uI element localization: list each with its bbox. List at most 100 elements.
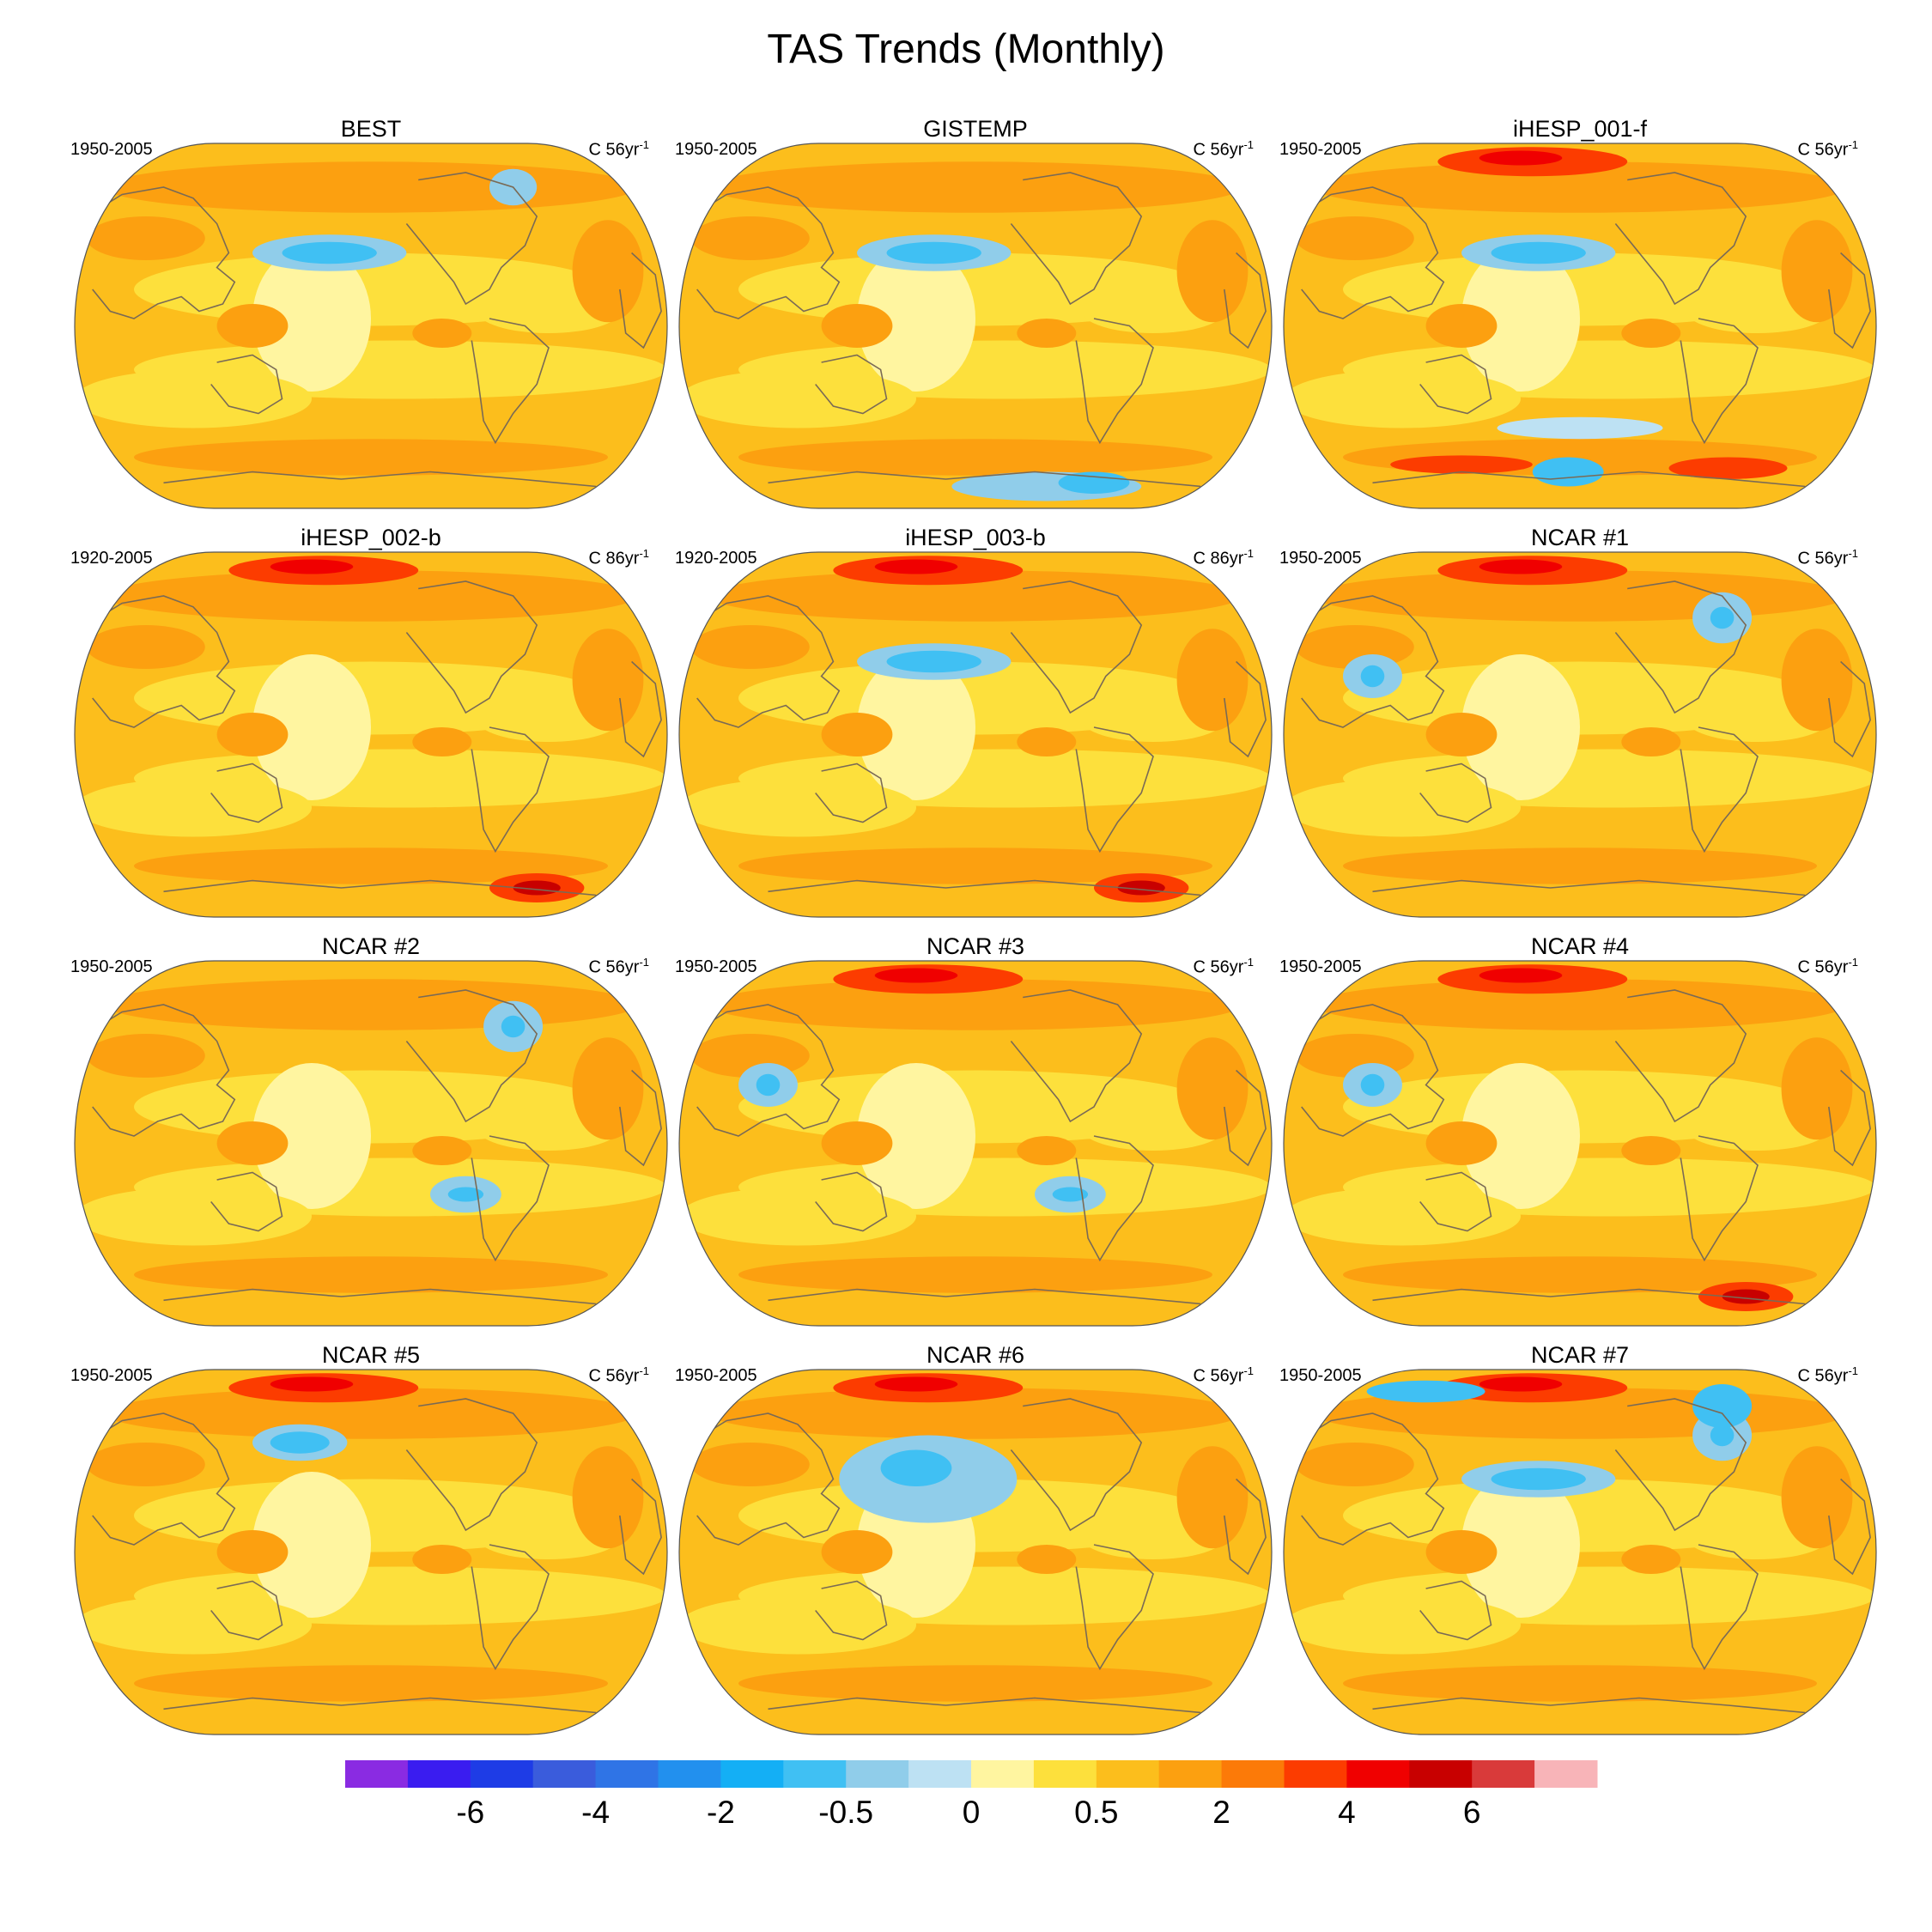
world-map: [678, 551, 1273, 918]
colorbar-tick-label: -4: [581, 1795, 611, 1830]
coastline: [1372, 1288, 1806, 1305]
trend-anomaly: [1710, 606, 1735, 629]
coastline: [163, 471, 597, 488]
trend-anomaly: [1479, 1376, 1563, 1392]
trend-band: [708, 979, 1242, 1030]
trend-band: [738, 1665, 1212, 1702]
trend-band: [1176, 629, 1249, 732]
coastline: [405, 172, 538, 306]
coastline: [1680, 318, 1759, 445]
coastline: [690, 1004, 841, 1137]
panel-units: C 86yr-1: [1193, 547, 1254, 568]
trend-band: [1425, 304, 1498, 348]
panel-units: C 56yr-1: [1797, 1364, 1858, 1386]
coastline: [1419, 762, 1492, 823]
trend-band: [690, 216, 810, 260]
coastline: [471, 318, 550, 445]
coastline: [210, 354, 283, 415]
colorbar-frame: [345, 1760, 1597, 1788]
world-map: [1283, 143, 1877, 509]
trend-band: [690, 625, 810, 669]
trend-band: [1461, 654, 1580, 800]
trend-band: [1017, 319, 1077, 348]
trend-band: [86, 216, 205, 260]
trend-anomaly: [1366, 1380, 1485, 1403]
trend-band: [412, 1545, 472, 1574]
trend-band: [708, 570, 1242, 622]
trend-band: [1461, 1472, 1580, 1618]
map-border: [678, 143, 1273, 509]
trend-band: [572, 220, 644, 323]
panel-units: C 56yr-1: [1797, 138, 1858, 160]
colorbar-tick-label: 0: [962, 1795, 981, 1830]
coastline: [1295, 186, 1445, 319]
trend-band: [216, 1121, 289, 1165]
coastline: [1224, 660, 1267, 758]
trend-band: [1461, 1063, 1580, 1209]
coastline: [1075, 318, 1154, 445]
coastline: [1010, 1398, 1143, 1532]
world-map: [678, 143, 1273, 509]
trend-band: [216, 713, 289, 756]
coastline: [405, 580, 538, 714]
trend-band: [104, 1388, 638, 1439]
colorbar-box: [1409, 1760, 1473, 1788]
coastline: [1828, 1478, 1871, 1576]
trend-band: [1425, 1121, 1498, 1165]
coastline: [1075, 1544, 1154, 1671]
trend-band: [738, 1256, 1212, 1293]
colorbar-box: [846, 1760, 909, 1788]
trend-band: [708, 161, 1242, 213]
world-map: [74, 551, 668, 918]
trend-band: [857, 1063, 975, 1209]
coastline: [1295, 1004, 1445, 1137]
panel-units: C 56yr-1: [1193, 138, 1254, 160]
trend-band: [1176, 1446, 1249, 1549]
coastline: [619, 1069, 662, 1167]
world-map: [74, 960, 668, 1327]
coastline: [1680, 1135, 1759, 1262]
trend-band: [1176, 220, 1249, 323]
coastline: [1075, 1135, 1154, 1262]
trend-band: [1284, 778, 1521, 837]
trend-anomaly: [1058, 471, 1130, 494]
coastline: [1295, 595, 1445, 728]
trend-band: [134, 848, 608, 884]
trend-band: [1621, 727, 1681, 756]
trend-band: [104, 979, 638, 1030]
trend-band: [252, 1063, 371, 1209]
trend-band: [134, 439, 608, 476]
coastline: [405, 1398, 538, 1532]
coastline: [86, 595, 236, 728]
world-map: [1283, 960, 1877, 1327]
panel-units: C 56yr-1: [1193, 1364, 1254, 1386]
colorbar-tick-label: 4: [1338, 1795, 1356, 1830]
panel-period: 1950-2005: [70, 1366, 153, 1385]
coastline: [1828, 252, 1871, 349]
map-panel: BEST 1950-2005 C 56yr-1: [70, 116, 670, 519]
trend-band: [679, 1595, 916, 1655]
map-border: [678, 1369, 1273, 1735]
coastline: [210, 1171, 283, 1232]
colorbar-box: [532, 1760, 597, 1788]
panel-title: NCAR #3: [926, 933, 1025, 959]
colorbar-box: [1346, 1760, 1410, 1788]
trend-anomaly: [1117, 880, 1165, 896]
coastline: [1010, 172, 1143, 306]
map-panel: GISTEMP 1950-2005 C 56yr-1: [675, 116, 1274, 519]
trend-band: [134, 1665, 608, 1702]
map-panel: iHESP_002-b 1920-2005 C 86yr-1: [70, 525, 670, 928]
panel-period: 1920-2005: [675, 549, 757, 568]
trend-anomaly: [874, 968, 958, 983]
colorbar-box: [1284, 1760, 1347, 1788]
colorbar-box: [407, 1760, 471, 1788]
coastline: [1010, 580, 1143, 714]
trend-band: [86, 1034, 205, 1078]
trend-band: [1295, 216, 1414, 260]
colorbar-tick-label: -2: [706, 1795, 735, 1830]
panel-title: iHESP_001-f: [1512, 116, 1648, 142]
trend-anomaly: [1710, 1424, 1735, 1447]
panel-period: 1950-2005: [1279, 1366, 1362, 1385]
trend-band: [679, 1187, 916, 1246]
trend-band: [412, 727, 472, 756]
